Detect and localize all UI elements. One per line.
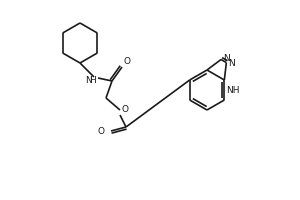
Text: H: H	[90, 76, 96, 85]
Text: O: O	[122, 104, 129, 114]
Text: O: O	[124, 57, 131, 66]
Text: N: N	[228, 59, 235, 68]
Text: N: N	[85, 76, 92, 85]
Text: NH: NH	[226, 86, 240, 95]
Text: N: N	[223, 54, 230, 63]
Text: O: O	[97, 127, 104, 136]
